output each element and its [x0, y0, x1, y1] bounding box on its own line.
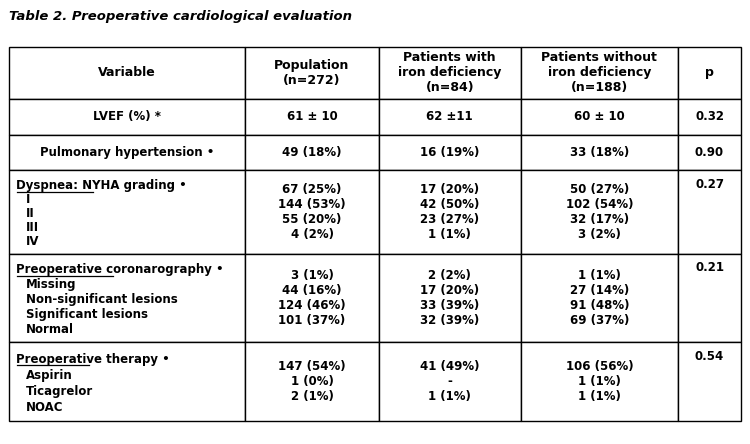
Text: 62 ±11: 62 ±11 — [427, 110, 473, 123]
Bar — [520, 342, 678, 421]
Text: 17 (20%)
42 (50%)
23 (27%)
1 (1%): 17 (20%) 42 (50%) 23 (27%) 1 (1%) — [420, 183, 479, 241]
Text: 41 (49%)
-
1 (1%): 41 (49%) - 1 (1%) — [420, 361, 479, 403]
Bar — [9, 47, 245, 99]
Bar — [379, 254, 520, 342]
Text: 16 (19%): 16 (19%) — [420, 146, 479, 159]
Text: Preoperative therapy •: Preoperative therapy • — [16, 353, 170, 366]
Bar — [245, 47, 379, 99]
Text: 1 (1%)
27 (14%)
91 (48%)
69 (37%): 1 (1%) 27 (14%) 91 (48%) 69 (37%) — [569, 269, 629, 327]
Bar — [520, 170, 678, 254]
Text: Population
(n=272): Population (n=272) — [274, 59, 350, 87]
Bar — [9, 99, 245, 135]
Bar — [379, 99, 520, 135]
Bar — [520, 254, 678, 342]
Text: Significant lesions: Significant lesions — [26, 308, 148, 321]
Bar — [9, 342, 245, 421]
Bar — [9, 135, 245, 170]
Text: p: p — [705, 66, 714, 79]
Text: 49 (18%): 49 (18%) — [282, 146, 342, 159]
Text: 60 ± 10: 60 ± 10 — [574, 110, 625, 123]
Bar — [379, 47, 520, 99]
Text: 67 (25%)
144 (53%)
55 (20%)
4 (2%): 67 (25%) 144 (53%) 55 (20%) 4 (2%) — [278, 183, 346, 241]
Text: I: I — [26, 193, 30, 206]
Bar — [678, 342, 741, 421]
Text: Patients with
iron deficiency
(n=84): Patients with iron deficiency (n=84) — [398, 52, 502, 94]
Bar — [520, 135, 678, 170]
Text: 3 (1%)
44 (16%)
124 (46%)
101 (37%): 3 (1%) 44 (16%) 124 (46%) 101 (37%) — [278, 269, 346, 327]
Text: 33 (18%): 33 (18%) — [570, 146, 629, 159]
Bar — [678, 254, 741, 342]
Bar — [678, 135, 741, 170]
Text: LVEF (%) *: LVEF (%) * — [93, 110, 161, 123]
Text: 61 ± 10: 61 ± 10 — [286, 110, 338, 123]
Bar — [678, 47, 741, 99]
Text: 0.32: 0.32 — [695, 110, 724, 123]
Bar — [245, 254, 379, 342]
Text: Normal: Normal — [26, 323, 74, 336]
Text: Ticagrelor: Ticagrelor — [26, 385, 93, 398]
Text: III: III — [26, 221, 39, 234]
Text: 0.21: 0.21 — [695, 261, 724, 274]
Bar — [245, 342, 379, 421]
Text: 0.90: 0.90 — [695, 146, 724, 159]
Bar — [245, 170, 379, 254]
Bar — [379, 135, 520, 170]
Text: 106 (56%)
1 (1%)
1 (1%): 106 (56%) 1 (1%) 1 (1%) — [566, 361, 633, 403]
Bar — [520, 99, 678, 135]
Text: Non-significant lesions: Non-significant lesions — [26, 293, 177, 306]
Text: IV: IV — [26, 235, 39, 248]
Bar — [9, 254, 245, 342]
Bar — [520, 47, 678, 99]
Text: 147 (54%)
1 (0%)
2 (1%): 147 (54%) 1 (0%) 2 (1%) — [278, 361, 346, 403]
Text: II: II — [26, 207, 34, 220]
Text: Dyspnea: NYHA grading •: Dyspnea: NYHA grading • — [16, 179, 188, 192]
Bar — [678, 99, 741, 135]
Bar — [379, 342, 520, 421]
Text: Patients without
iron deficiency
(n=188): Patients without iron deficiency (n=188) — [542, 52, 657, 94]
Bar — [678, 170, 741, 254]
Text: Aspirin: Aspirin — [26, 369, 72, 382]
Bar — [245, 99, 379, 135]
Text: 50 (27%)
102 (54%)
32 (17%)
3 (2%): 50 (27%) 102 (54%) 32 (17%) 3 (2%) — [566, 183, 633, 241]
Text: Variable: Variable — [98, 66, 156, 79]
Bar — [9, 170, 245, 254]
Text: 0.54: 0.54 — [695, 350, 724, 363]
Text: 2 (2%)
17 (20%)
33 (39%)
32 (39%): 2 (2%) 17 (20%) 33 (39%) 32 (39%) — [420, 269, 479, 327]
Text: Preoperative coronarography •: Preoperative coronarography • — [16, 263, 224, 276]
Text: Pulmonary hypertension •: Pulmonary hypertension • — [40, 146, 214, 159]
Text: Table 2. Preoperative cardiological evaluation: Table 2. Preoperative cardiological eval… — [9, 10, 352, 23]
Bar — [379, 170, 520, 254]
Text: 0.27: 0.27 — [695, 178, 724, 191]
Text: Missing: Missing — [26, 278, 76, 291]
Text: NOAC: NOAC — [26, 401, 63, 414]
Bar — [245, 135, 379, 170]
